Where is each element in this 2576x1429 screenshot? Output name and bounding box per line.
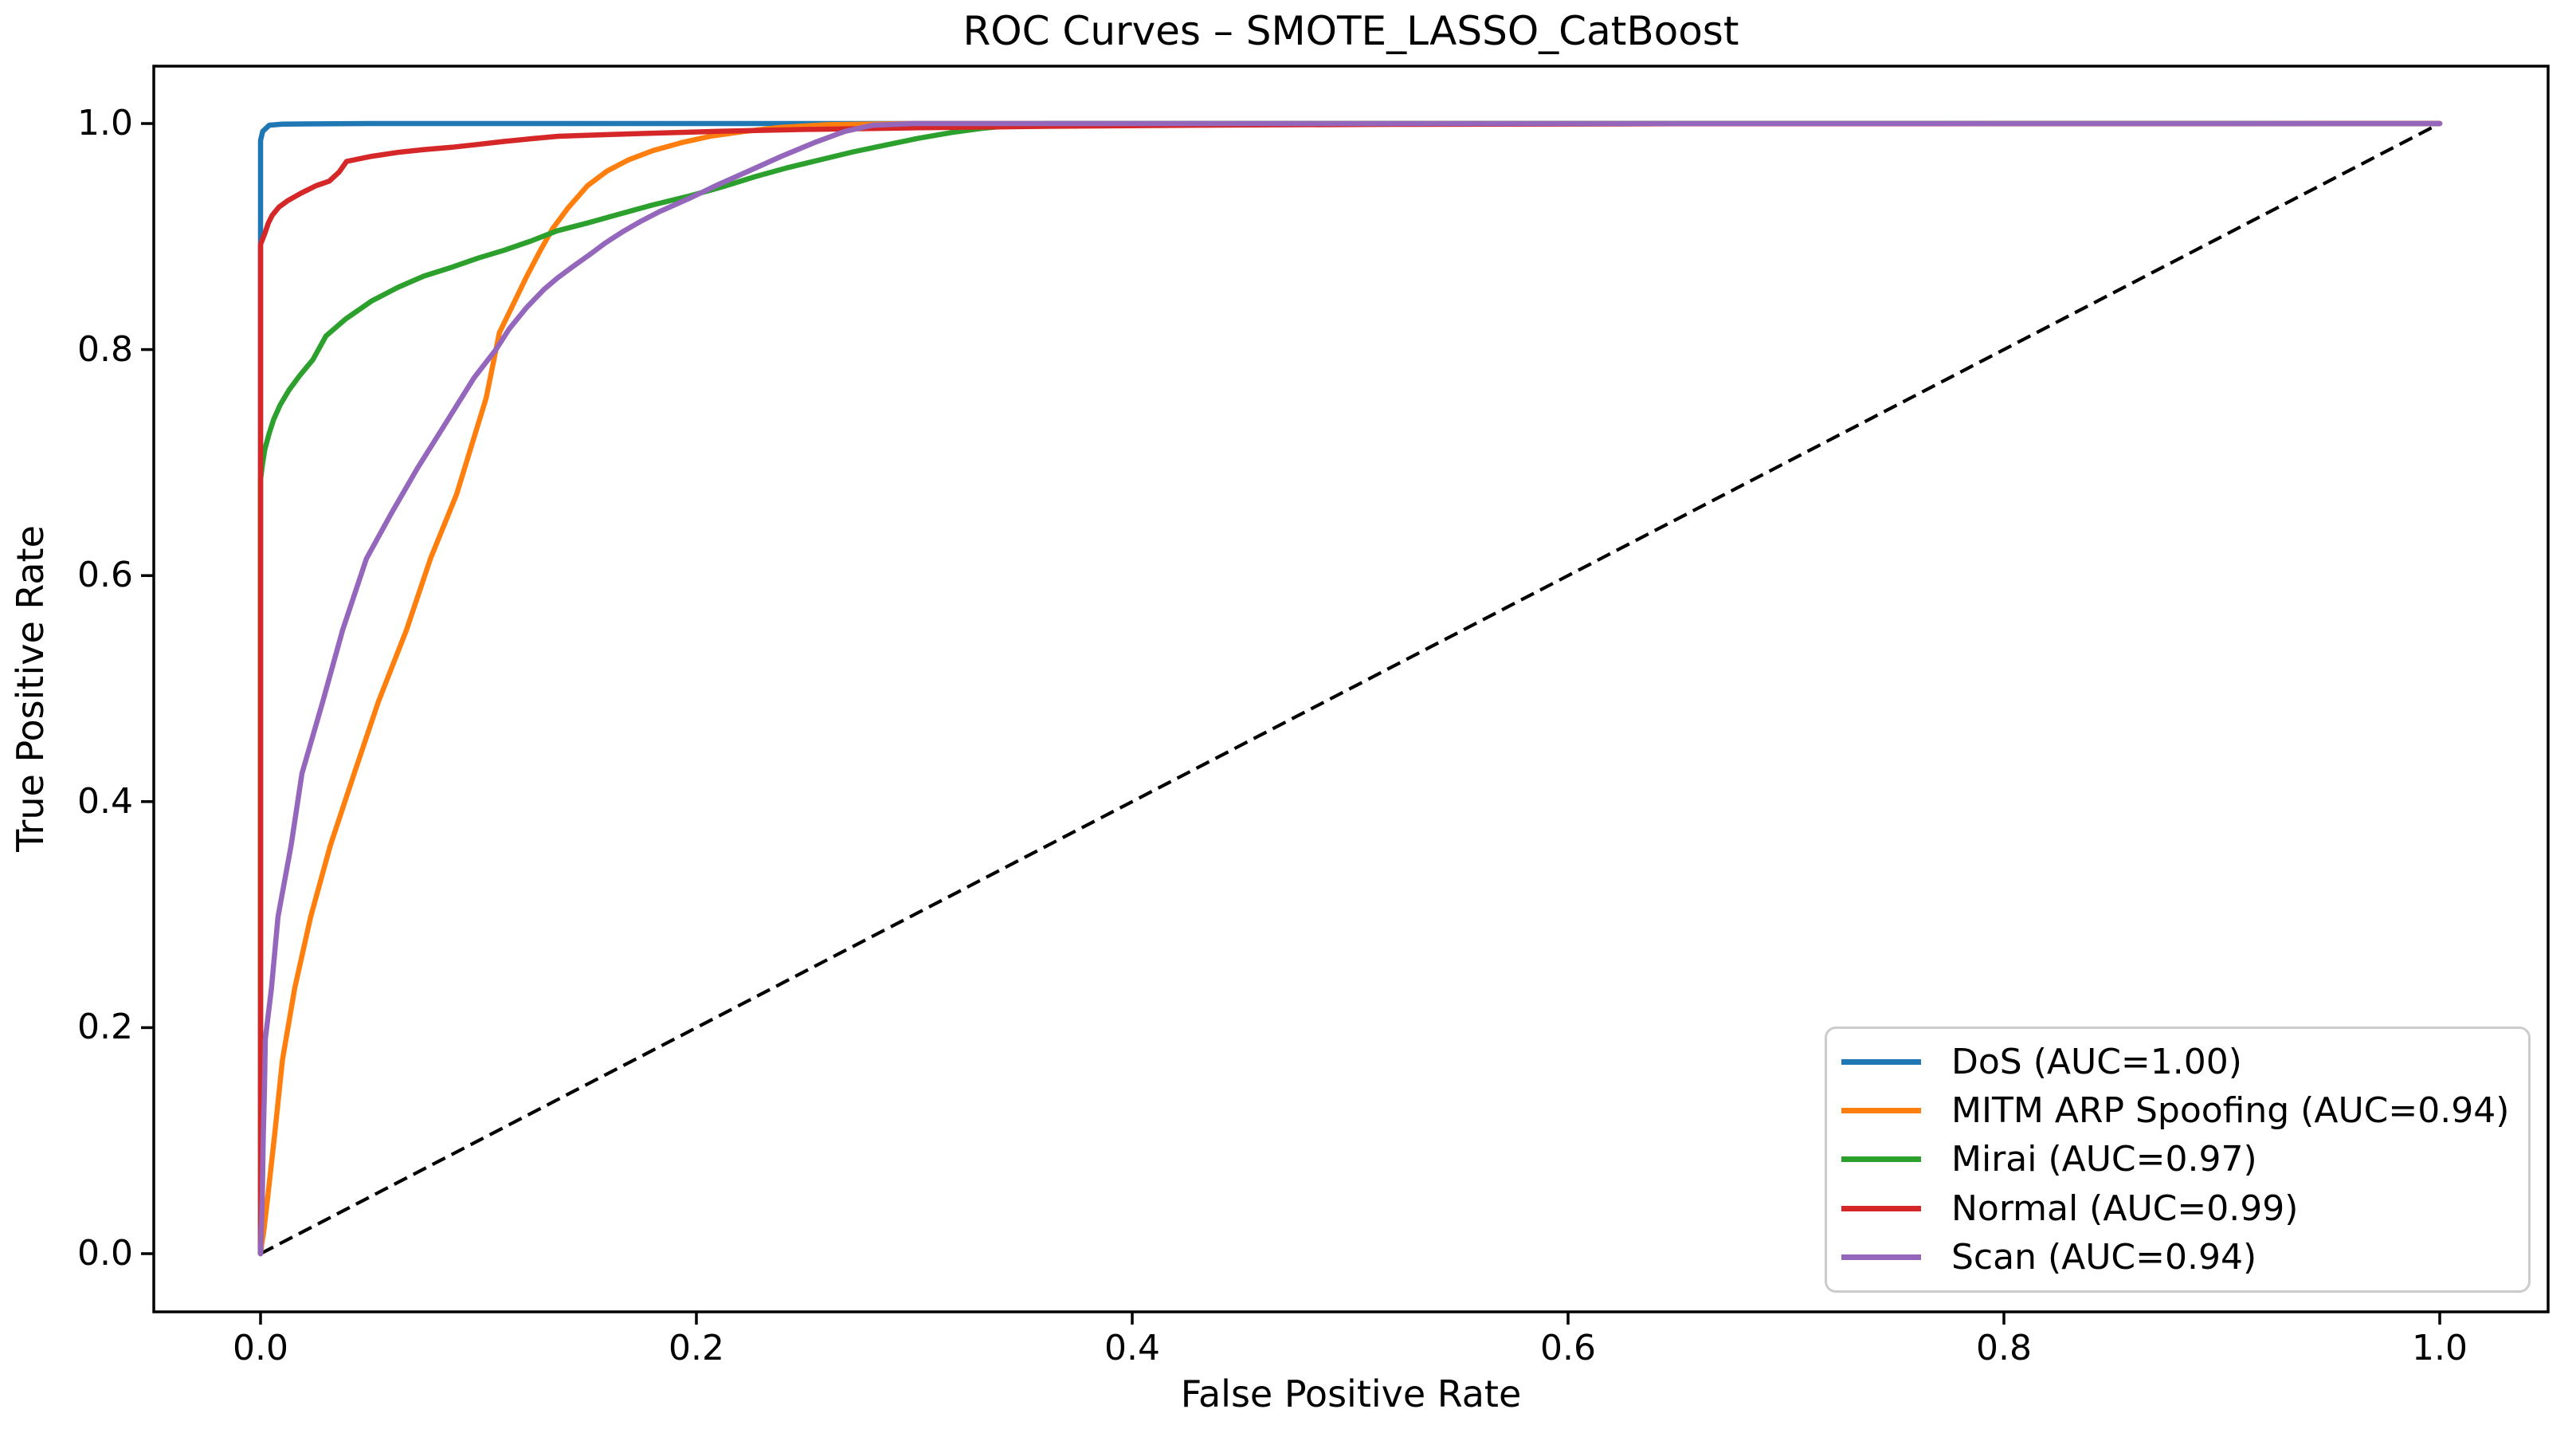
legend-item-dos: DoS (AUC=1.00) bbox=[1827, 1042, 2528, 1082]
roc-curve-dos bbox=[257, 120, 2443, 1257]
legend-item-mitm-arp-spoofing: MITM ARP Spoofing (AUC=0.94) bbox=[1827, 1090, 2528, 1131]
legend-label: DoS (AUC=1.00) bbox=[1951, 1042, 2242, 1083]
x-tick-label: 0.6 bbox=[1540, 1328, 1596, 1368]
legend-line-swatch bbox=[1841, 1108, 1921, 1114]
y-tick-label: 0.2 bbox=[77, 1007, 133, 1048]
legend-line-swatch bbox=[1841, 1059, 1921, 1066]
legend-label: Scan (AUC=0.94) bbox=[1951, 1236, 2257, 1278]
legend-label: Mirai (AUC=0.97) bbox=[1951, 1139, 2257, 1180]
x-tick-label: 1.0 bbox=[2412, 1328, 2468, 1368]
legend-item-scan: Scan (AUC=0.94) bbox=[1827, 1237, 2528, 1278]
roc-curve-scan bbox=[257, 120, 2443, 1257]
y-tick-label: 0.0 bbox=[77, 1233, 133, 1274]
roc-curve-mitm-arp-spoofing bbox=[257, 120, 2443, 1257]
legend-line-swatch bbox=[1841, 1156, 1921, 1163]
legend-label: Normal (AUC=0.99) bbox=[1951, 1188, 2299, 1229]
y-axis-label: True Positive Rate bbox=[9, 525, 52, 852]
legend-item-mirai: Mirai (AUC=0.97) bbox=[1827, 1139, 2528, 1180]
y-tick-label: 1.0 bbox=[77, 103, 133, 143]
chart-title: ROC Curves – SMOTE_LASSO_CatBoost bbox=[963, 8, 1739, 54]
x-tick-label: 0.8 bbox=[1976, 1328, 2032, 1368]
roc-curve-mirai bbox=[257, 120, 2443, 1257]
legend-line-swatch bbox=[1841, 1205, 1921, 1211]
legend-item-normal: Normal (AUC=0.99) bbox=[1827, 1188, 2528, 1229]
roc-curve-normal bbox=[257, 120, 2443, 1257]
x-tick-label: 0.4 bbox=[1104, 1328, 1160, 1368]
legend-label: MITM ARP Spoofing (AUC=0.94) bbox=[1951, 1090, 2510, 1132]
chance-diagonal-line bbox=[260, 122, 2441, 1255]
x-axis-label: False Positive Rate bbox=[1180, 1372, 1522, 1415]
y-tick-label: 0.8 bbox=[77, 328, 133, 370]
x-tick-label: 0.2 bbox=[669, 1328, 724, 1368]
legend-line-swatch bbox=[1841, 1254, 1921, 1260]
y-tick-label: 0.6 bbox=[77, 555, 133, 596]
y-tick-label: 0.4 bbox=[77, 780, 133, 822]
legend: DoS (AUC=1.00) MITM ARP Spoofing (AUC=0.9… bbox=[1825, 1027, 2531, 1293]
x-tick-label: 0.0 bbox=[233, 1328, 288, 1368]
